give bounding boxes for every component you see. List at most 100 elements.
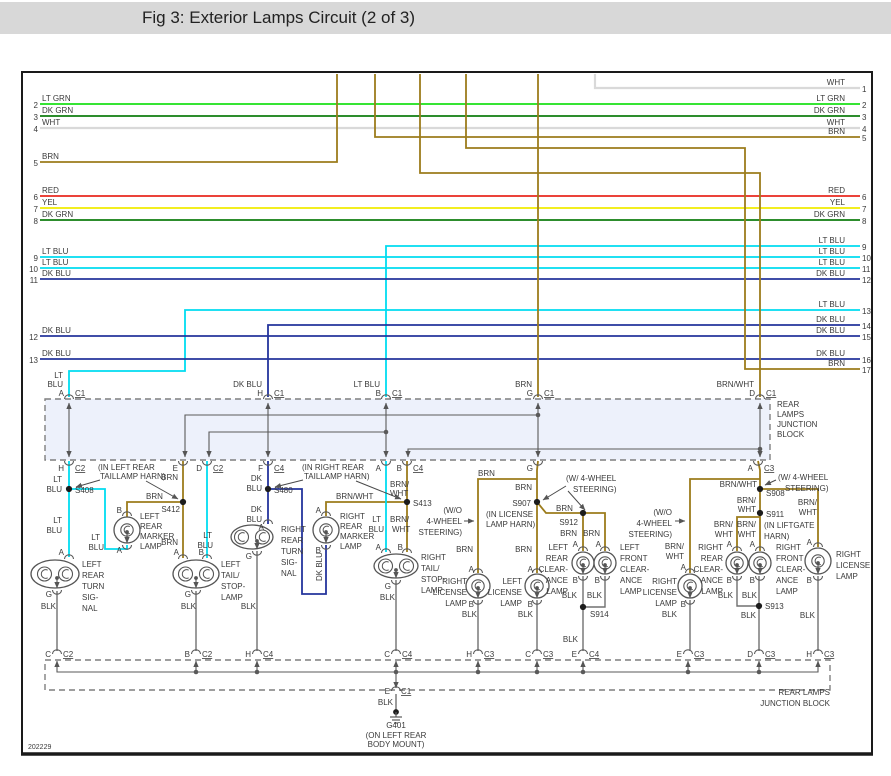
diagram-label: FRONT (776, 554, 804, 563)
diagram-label: LICENSE (488, 588, 522, 597)
lamp-pin-arc (684, 568, 696, 574)
bus-dot (685, 669, 691, 675)
diagram-label: FRONT (620, 554, 648, 563)
diagram-label: S480 (274, 486, 293, 495)
diagram-label: BLK (800, 611, 816, 620)
diagram-label: TAIL/ (421, 564, 440, 573)
diagram-label: MARKER (140, 532, 174, 541)
lamp-right-rear-turn-signal (230, 519, 274, 556)
diagram-label: B (316, 546, 321, 555)
diagram-label: LEFT (221, 560, 241, 569)
lamp-pin-arc (380, 548, 392, 554)
diagram-label: DK (251, 474, 263, 483)
diagram-label: A (376, 464, 382, 473)
diagram-label: B (750, 576, 755, 585)
junction-dot (535, 412, 541, 418)
diagram-label: B (469, 600, 474, 609)
diagram-label: LEFT (620, 543, 640, 552)
diagram-label: BLK (718, 591, 734, 600)
lamp-pin-arc (251, 550, 263, 556)
diagram-label: BRN/ (665, 542, 685, 551)
diagram-label: CLEAR- (539, 565, 569, 574)
filament-outline (177, 566, 194, 582)
diagram-label: LICENSE (836, 561, 870, 570)
diagram-label: BRN/ (737, 496, 757, 505)
connector-arc (531, 649, 543, 655)
diagram-label: LAMP (836, 572, 858, 581)
diagram-label: 6 (862, 193, 867, 202)
diagram-label: S913 (765, 602, 784, 611)
wire-brn-wht-s911-branch (736, 516, 760, 551)
diagram-label: DK BLU (816, 269, 845, 278)
diagram-label: WHT (799, 508, 817, 517)
diagram-label: 3 (862, 113, 867, 122)
diagram-label: B (528, 600, 533, 609)
lamp-left-rear-clearance-lamp (571, 546, 595, 581)
diagram-label: BLK (562, 591, 578, 600)
diagram-label: TURN (281, 547, 303, 556)
lamp-right-front-clearance-lamp (748, 546, 772, 581)
bus-line (54, 660, 821, 673)
diagram-label: ANCE (776, 576, 798, 585)
lamp-pin-arc (531, 599, 543, 605)
diagram-label: REAR (340, 522, 362, 531)
diagram-label: A (59, 389, 65, 398)
wire-lt-blu-13 (68, 309, 860, 397)
diagram-label: BLU (246, 484, 262, 493)
diagram-label: LT (203, 531, 212, 540)
diagram-label: C1 (401, 687, 412, 696)
lamp-left-front-clearance-lamp (593, 546, 617, 581)
diagram-label: (IN LIFTGATE (764, 521, 815, 530)
bus-and-links-layer (54, 402, 821, 689)
diagram-label: (W/ 4-WHEEL (566, 474, 617, 483)
diagram-label: C3 (824, 650, 835, 659)
wire-brn-wht-s908-right (760, 488, 819, 547)
diagram-label: TAILLAMP HARN) (100, 472, 166, 481)
diagram-label: STEERING) (418, 528, 462, 537)
diagram-label: BLU (46, 526, 62, 535)
diagram-label: BRN (161, 538, 178, 547)
wire-brn-wht-s908-left (689, 478, 760, 573)
figure-title: Fig 3: Exterior Lamps Circuit (2 of 3) (142, 8, 416, 27)
diagram-label: RIGHT (836, 550, 861, 559)
diagram-label: DK BLU (233, 380, 262, 389)
diagram-label: G (385, 582, 391, 591)
diagram-label: H (257, 389, 263, 398)
connector-arc (754, 394, 766, 400)
diagram-label: B (573, 576, 578, 585)
diagram-label: A (748, 464, 754, 473)
connector-arc (262, 460, 274, 466)
diagram-label: LICENSE (433, 588, 467, 597)
diagram-label: SIG- (82, 593, 99, 602)
diagram-label: 4-WHEEL (426, 517, 462, 526)
diagram-label: 11 (862, 265, 871, 274)
filament-coil (733, 558, 741, 568)
arrow-harn-to-s408 (75, 479, 101, 488)
connector-arc (380, 394, 392, 400)
diagram-label: BLU (197, 541, 213, 550)
diagram-label: LAMP (776, 587, 798, 596)
wires-layer (40, 74, 860, 712)
diagram-label: WHT (666, 552, 684, 561)
wire-lt-blu-s408-branch (69, 488, 128, 550)
connector-arc (262, 394, 274, 400)
diagram-label: 9 (34, 254, 39, 263)
diagram-label: 12 (862, 276, 871, 285)
diagram-label: RED (42, 186, 59, 195)
diagram-label: RIGHT (340, 512, 365, 521)
rear-lamps-junction-block-bottom (44, 659, 831, 691)
filament-coil (686, 581, 694, 591)
diagram-label: CLEAR- (620, 565, 650, 574)
diagram-label: BLU (246, 515, 262, 524)
wire-brn-s907-right (536, 501, 606, 551)
diagram-label: LT BLU (354, 380, 381, 389)
diagram-label: DK GRN (814, 210, 845, 219)
filament-outline (233, 529, 250, 545)
filament-coil (402, 561, 410, 571)
diagram-label: 5 (862, 134, 867, 143)
diagram-label: DK BLU (816, 349, 845, 358)
wire-blk-lf-clear (586, 576, 606, 608)
diagram-label: A (117, 546, 123, 555)
diagram-label: BLK (462, 610, 478, 619)
diagram-label: LT BLU (42, 258, 69, 267)
